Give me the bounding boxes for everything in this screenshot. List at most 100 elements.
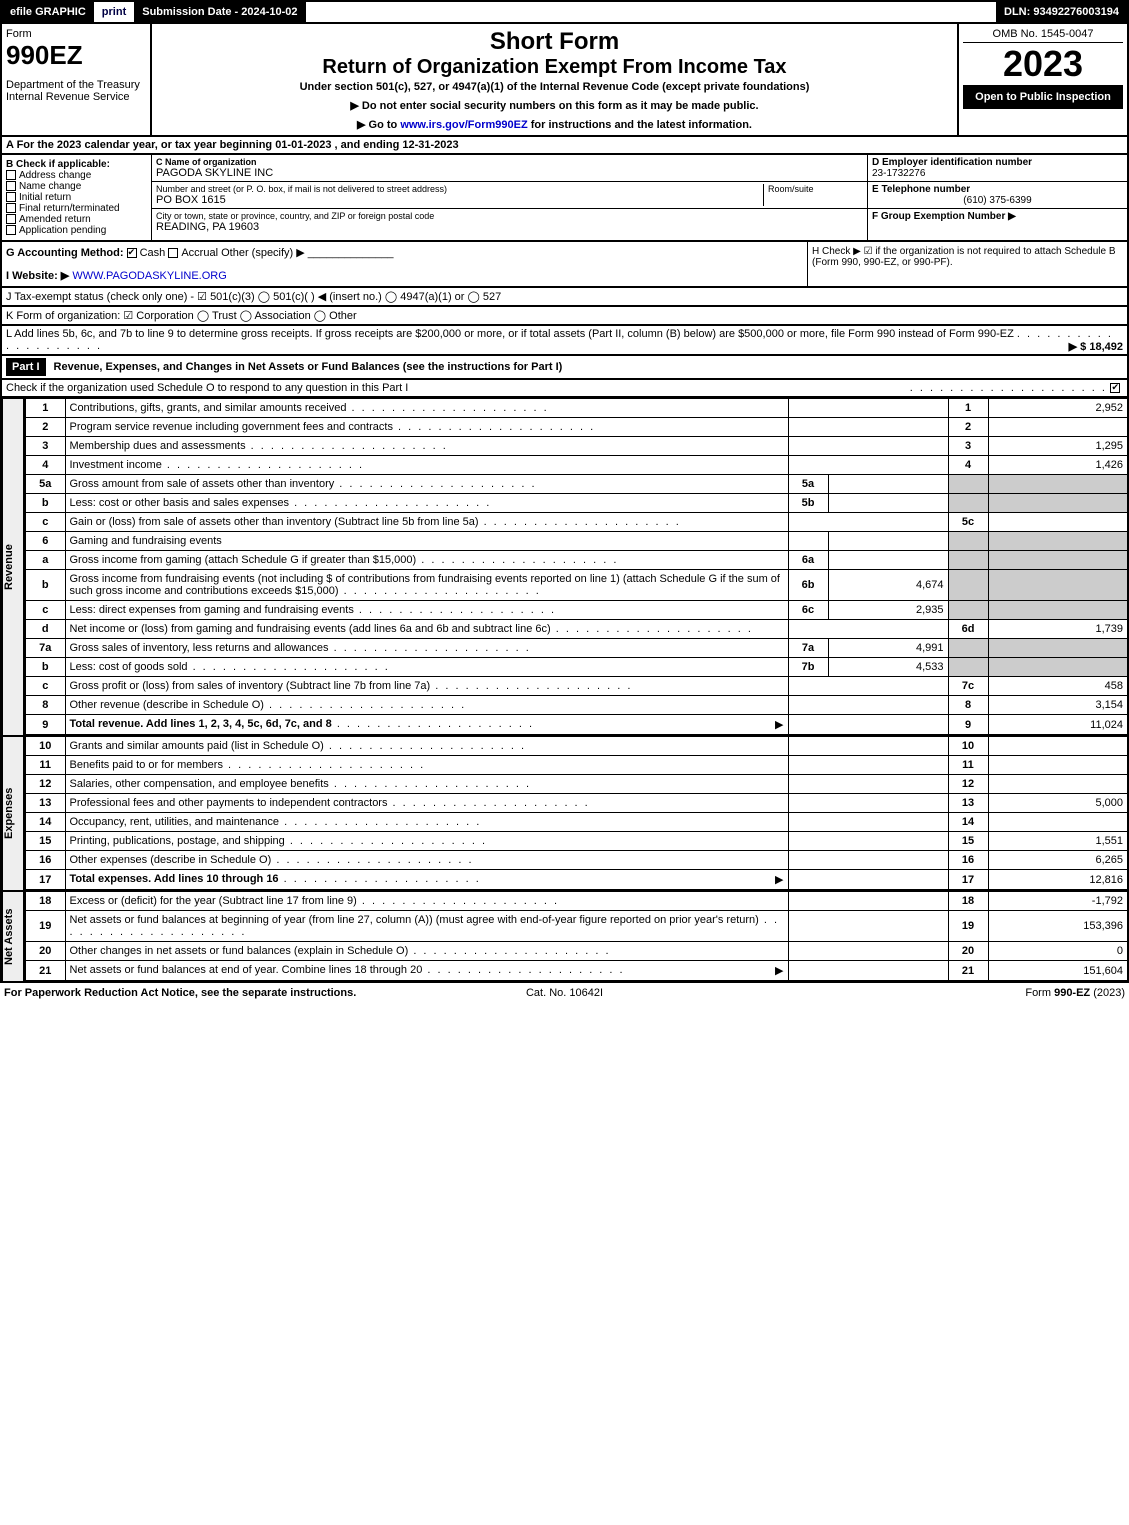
result-line-num: 11 [948, 756, 988, 775]
b-label: B Check if applicable: [6, 159, 147, 170]
line-desc: Total revenue. Add lines 1, 2, 3, 4, 5c,… [65, 715, 788, 736]
sub-line-num: 6a [788, 551, 828, 570]
line-desc: Other revenue (describe in Schedule O) [65, 696, 788, 715]
col-b: B Check if applicable: Address change Na… [2, 155, 152, 240]
chk-schedule-o[interactable] [1110, 383, 1120, 393]
line-num: c [25, 513, 65, 532]
chk-address[interactable] [6, 170, 16, 180]
part-i-header: Part I Revenue, Expenses, and Changes in… [0, 356, 1129, 380]
result-line-num: 10 [948, 737, 988, 756]
line-desc: Gross income from gaming (attach Schedul… [65, 551, 788, 570]
result-line-num: 9 [948, 715, 988, 736]
gh-row: G Accounting Method: Cash Accrual Other … [0, 242, 1129, 288]
result-amount: 12,816 [988, 870, 1128, 891]
result-amount: -1,792 [988, 892, 1128, 911]
section-a: A For the 2023 calendar year, or tax yea… [0, 137, 1129, 155]
d-ein-label: D Employer identification number [872, 157, 1123, 168]
sub-line-num: 6c [788, 601, 828, 620]
line-desc: Gain or (loss) from sale of assets other… [65, 513, 788, 532]
line-desc: Salaries, other compensation, and employ… [65, 775, 788, 794]
line-desc: Gross sales of inventory, less returns a… [65, 639, 788, 658]
omb: OMB No. 1545-0047 [963, 28, 1123, 43]
dln: DLN: 93492276003194 [996, 2, 1127, 22]
result-line-num: 14 [948, 813, 988, 832]
sub-line-num: 5b [788, 494, 828, 513]
result-line-num: 6d [948, 620, 988, 639]
line-num: 18 [25, 892, 65, 911]
c-name-label: C Name of organization [156, 157, 863, 167]
chk-name[interactable] [6, 181, 16, 191]
result-line-num: 2 [948, 418, 988, 437]
line-desc: Other expenses (describe in Schedule O) [65, 851, 788, 870]
footer-mid: Cat. No. 10642I [378, 987, 752, 999]
note-ssn: ▶ Do not enter social security numbers o… [156, 99, 953, 112]
website-link[interactable]: WWW.PAGODASKYLINE.ORG [72, 270, 226, 282]
line-num: b [25, 570, 65, 601]
line-num: 5a [25, 475, 65, 494]
line-num: 7a [25, 639, 65, 658]
open-to-public: Open to Public Inspection [963, 85, 1123, 109]
line-desc: Occupancy, rent, utilities, and maintena… [65, 813, 788, 832]
info-grid: B Check if applicable: Address change Na… [0, 155, 1129, 242]
sub-line-val [828, 475, 948, 494]
l-gross-receipts: L Add lines 5b, 6c, and 7b to line 9 to … [0, 326, 1129, 356]
f-grp-label: F Group Exemption Number ▶ [872, 211, 1123, 222]
sub-line-val: 4,991 [828, 639, 948, 658]
line-num: b [25, 494, 65, 513]
print-link[interactable]: print [94, 2, 134, 22]
title-short-form: Short Form [156, 28, 953, 56]
ein: 23-1732276 [872, 168, 1123, 179]
chk-initial[interactable] [6, 192, 16, 202]
chk-cash[interactable] [127, 248, 137, 258]
line-desc: Net income or (loss) from gaming and fun… [65, 620, 788, 639]
form-word: Form [6, 28, 146, 40]
line-desc: Benefits paid to or for members [65, 756, 788, 775]
h-check: H Check ▶ ☑ if the organization is not r… [807, 242, 1127, 286]
part-i-check: Check if the organization used Schedule … [0, 380, 1129, 398]
sub-line-num: 5a [788, 475, 828, 494]
chk-pending[interactable] [6, 225, 16, 235]
line-num: 12 [25, 775, 65, 794]
part-i-title: Revenue, Expenses, and Changes in Net As… [54, 361, 563, 373]
result-amount: 3,154 [988, 696, 1128, 715]
irs-link[interactable]: www.irs.gov/Form990EZ [400, 119, 527, 131]
j-tax-exempt: J Tax-exempt status (check only one) - ☑… [0, 288, 1129, 307]
side-expenses: Expenses [2, 736, 24, 891]
org-addr: PO BOX 1615 [156, 194, 763, 206]
sub-line-val [828, 494, 948, 513]
result-line-num: 20 [948, 942, 988, 961]
subtitle: Under section 501(c), 527, or 4947(a)(1)… [156, 81, 953, 93]
result-amount: 2,952 [988, 399, 1128, 418]
note-goto: ▶ Go to www.irs.gov/Form990EZ for instru… [156, 118, 953, 131]
result-amount: 0 [988, 942, 1128, 961]
chk-accrual[interactable] [168, 248, 178, 258]
chk-final[interactable] [6, 203, 16, 213]
dept-1: Department of the Treasury [6, 79, 146, 91]
title-return: Return of Organization Exempt From Incom… [156, 56, 953, 79]
line-desc: Less: cost or other basis and sales expe… [65, 494, 788, 513]
sub-line-val [828, 551, 948, 570]
e-tel-label: E Telephone number [872, 184, 1123, 195]
line-desc: Gross income from fundraising events (no… [65, 570, 788, 601]
line-desc: Total expenses. Add lines 10 through 16 … [65, 870, 788, 891]
line-desc: Other changes in net assets or fund bala… [65, 942, 788, 961]
line-num: 6 [25, 532, 65, 551]
org-city: READING, PA 19603 [156, 221, 863, 233]
netassets-section: Net Assets 18Excess or (deficit) for the… [0, 891, 1129, 982]
line-desc: Contributions, gifts, grants, and simila… [65, 399, 788, 418]
line-num: 20 [25, 942, 65, 961]
expenses-section: Expenses 10Grants and similar amounts pa… [0, 736, 1129, 891]
c-city-label: City or town, state or province, country… [156, 211, 863, 221]
chk-amended[interactable] [6, 214, 16, 224]
l-amount: ▶ $ 18,492 [1069, 340, 1123, 353]
tel: (610) 375-6399 [872, 195, 1123, 206]
line-num: 21 [25, 961, 65, 982]
line-num: 1 [25, 399, 65, 418]
line-num: 8 [25, 696, 65, 715]
sub-line-val: 4,533 [828, 658, 948, 677]
form-header: Form 990EZ Department of the Treasury In… [0, 24, 1129, 137]
result-line-num: 15 [948, 832, 988, 851]
tax-year: 2023 [963, 43, 1123, 85]
line-desc: Less: cost of goods sold [65, 658, 788, 677]
result-line-num: 1 [948, 399, 988, 418]
